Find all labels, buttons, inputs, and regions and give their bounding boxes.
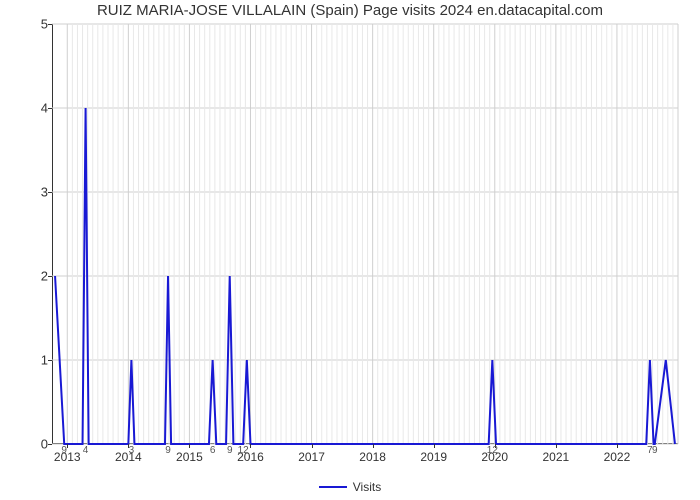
x-tick-mark: [556, 444, 557, 448]
chart-svg: [52, 24, 678, 444]
y-tick-label: 5: [30, 17, 48, 32]
y-tick-mark: [48, 444, 52, 445]
legend-label: Visits: [353, 480, 381, 494]
x-tick-label: 2021: [542, 450, 569, 464]
data-point-label: 12: [487, 445, 498, 456]
y-tick-label: 3: [30, 185, 48, 200]
data-point-label: 9: [227, 445, 233, 456]
y-tick-mark: [48, 192, 52, 193]
data-point-label: 9: [165, 445, 171, 456]
x-tick-mark: [434, 444, 435, 448]
y-tick-label: 2: [30, 269, 48, 284]
y-tick-label: 1: [30, 353, 48, 368]
y-tick-mark: [48, 24, 52, 25]
x-tick-mark: [617, 444, 618, 448]
chart-wrapper: RUIZ MARIA-JOSE VILLALAIN (Spain) Page v…: [0, 0, 700, 500]
data-point-label: 12: [238, 445, 249, 456]
x-tick-mark: [189, 444, 190, 448]
x-tick-label: 2015: [176, 450, 203, 464]
x-tick-mark: [373, 444, 374, 448]
y-tick-mark: [48, 360, 52, 361]
x-tick-label: 2022: [604, 450, 631, 464]
data-point-label: 9: [61, 445, 67, 456]
data-point-label: 9: [652, 445, 658, 456]
data-point-label: 6: [210, 445, 216, 456]
legend: Visits: [0, 475, 700, 494]
x-tick-label: 2017: [298, 450, 325, 464]
legend-swatch: [319, 486, 347, 488]
x-tick-label: 2018: [359, 450, 386, 464]
data-point-label: 4: [83, 445, 89, 456]
x-tick-mark: [312, 444, 313, 448]
y-tick-mark: [48, 108, 52, 109]
data-point-label: 3: [129, 445, 135, 456]
y-tick-mark: [48, 276, 52, 277]
x-tick-label: 2019: [420, 450, 447, 464]
y-tick-label: 0: [30, 437, 48, 452]
chart-title: RUIZ MARIA-JOSE VILLALAIN (Spain) Page v…: [0, 2, 700, 19]
y-tick-label: 4: [30, 101, 48, 116]
x-tick-mark: [250, 444, 251, 448]
